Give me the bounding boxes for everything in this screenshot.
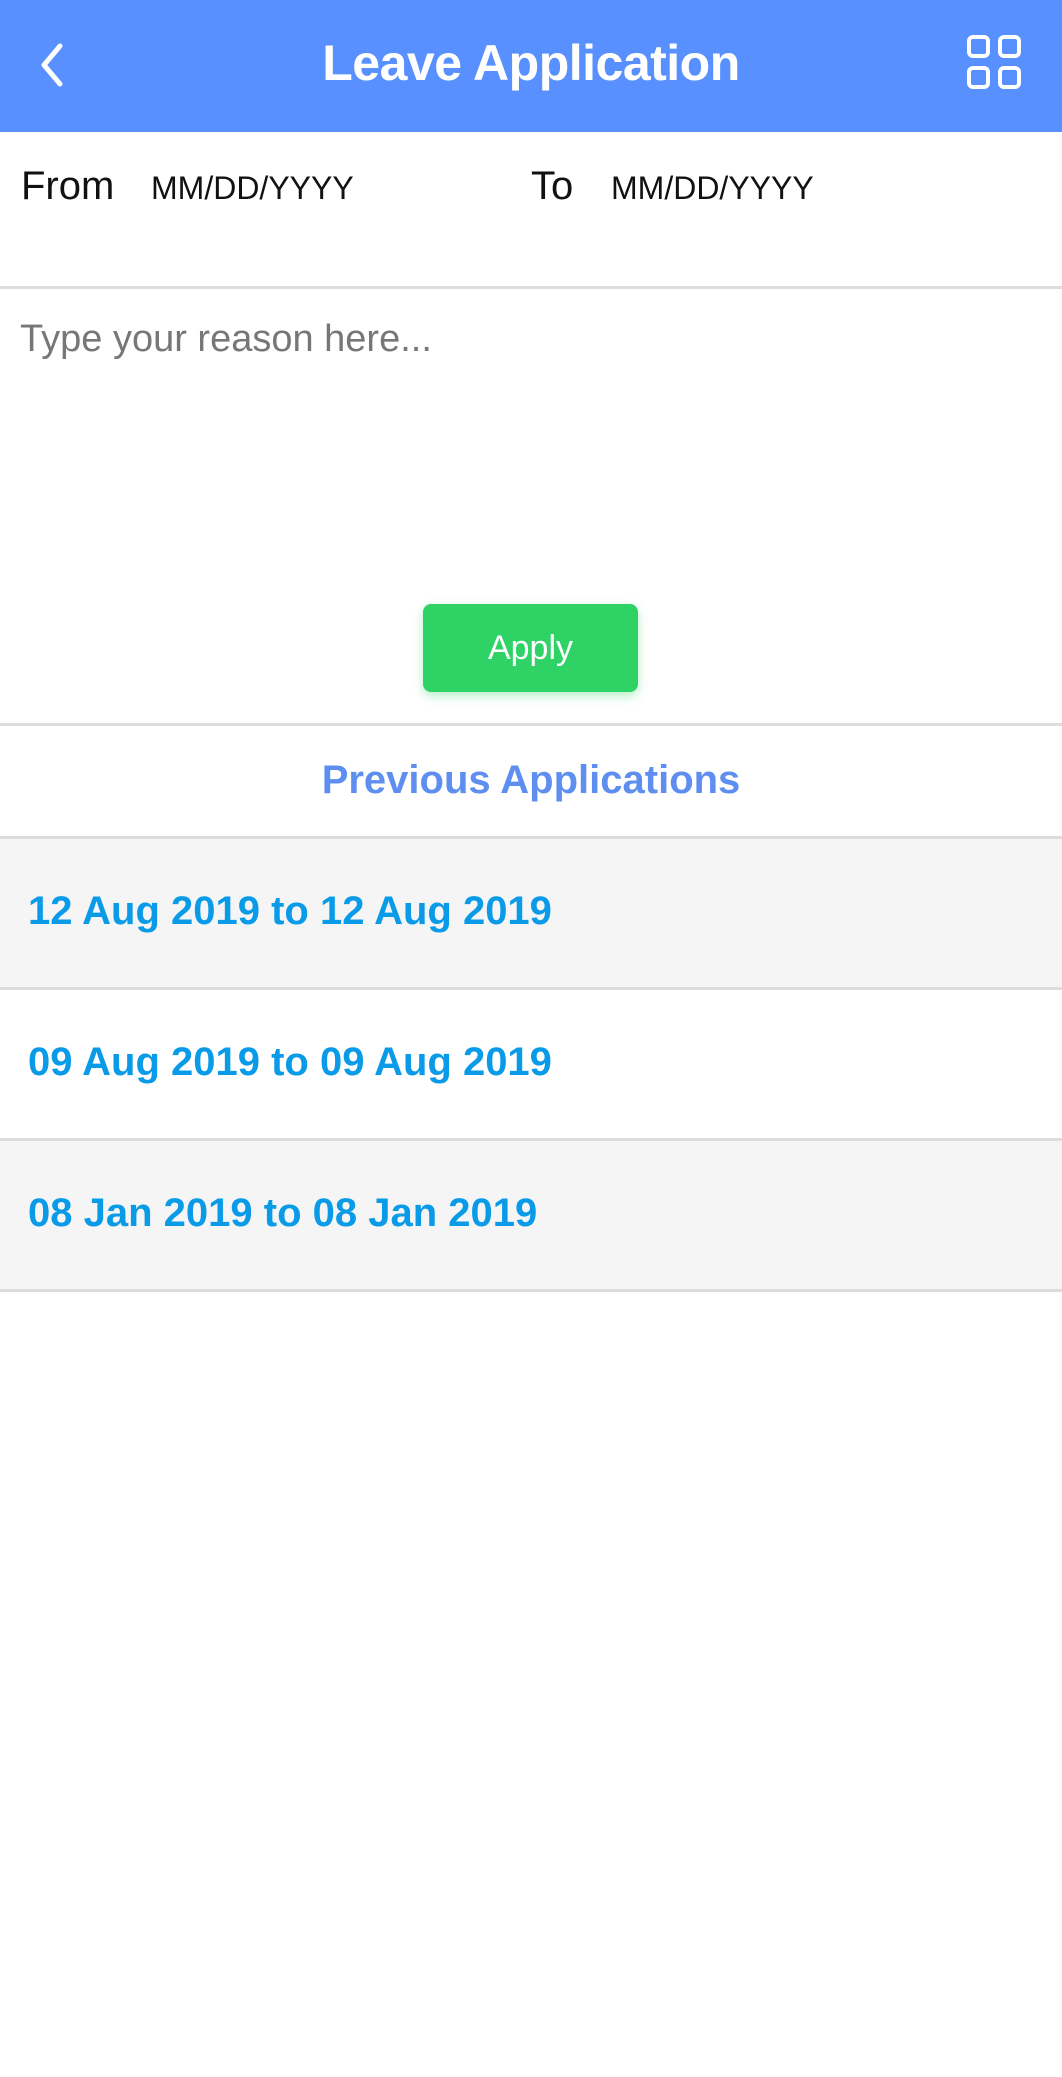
reason-input[interactable]	[20, 318, 1040, 558]
apply-button[interactable]: Apply	[423, 604, 638, 692]
divider	[0, 723, 1062, 726]
chevron-left-icon[interactable]	[34, 40, 74, 90]
application-dates: 12 Aug 2019 to 12 Aug 2019	[28, 889, 552, 933]
from-date-input[interactable]: MM/DD/YYYY	[151, 170, 354, 206]
divider	[0, 836, 1062, 839]
page-title: Leave Application	[322, 35, 740, 91]
app-header: Leave Application	[0, 0, 1062, 132]
application-dates: 09 Aug 2019 to 09 Aug 2019	[28, 1040, 552, 1084]
application-row[interactable]: 09 Aug 2019 to 09 Aug 2019	[0, 990, 1062, 1141]
date-range: From MM/DD/YYYY To MM/DD/YYYY	[0, 132, 1062, 289]
previous-applications-heading: Previous Applications	[321, 758, 741, 802]
application-row[interactable]: 12 Aug 2019 to 12 Aug 2019	[0, 839, 1062, 990]
to-date-input[interactable]: MM/DD/YYYY	[611, 170, 814, 206]
application-row[interactable]: 08 Jan 2019 to 08 Jan 2019	[0, 1141, 1062, 1292]
to-label: To	[531, 164, 574, 208]
from-label: From	[21, 164, 115, 208]
application-dates: 08 Jan 2019 to 08 Jan 2019	[28, 1191, 538, 1235]
grid-icon[interactable]	[966, 34, 1022, 90]
